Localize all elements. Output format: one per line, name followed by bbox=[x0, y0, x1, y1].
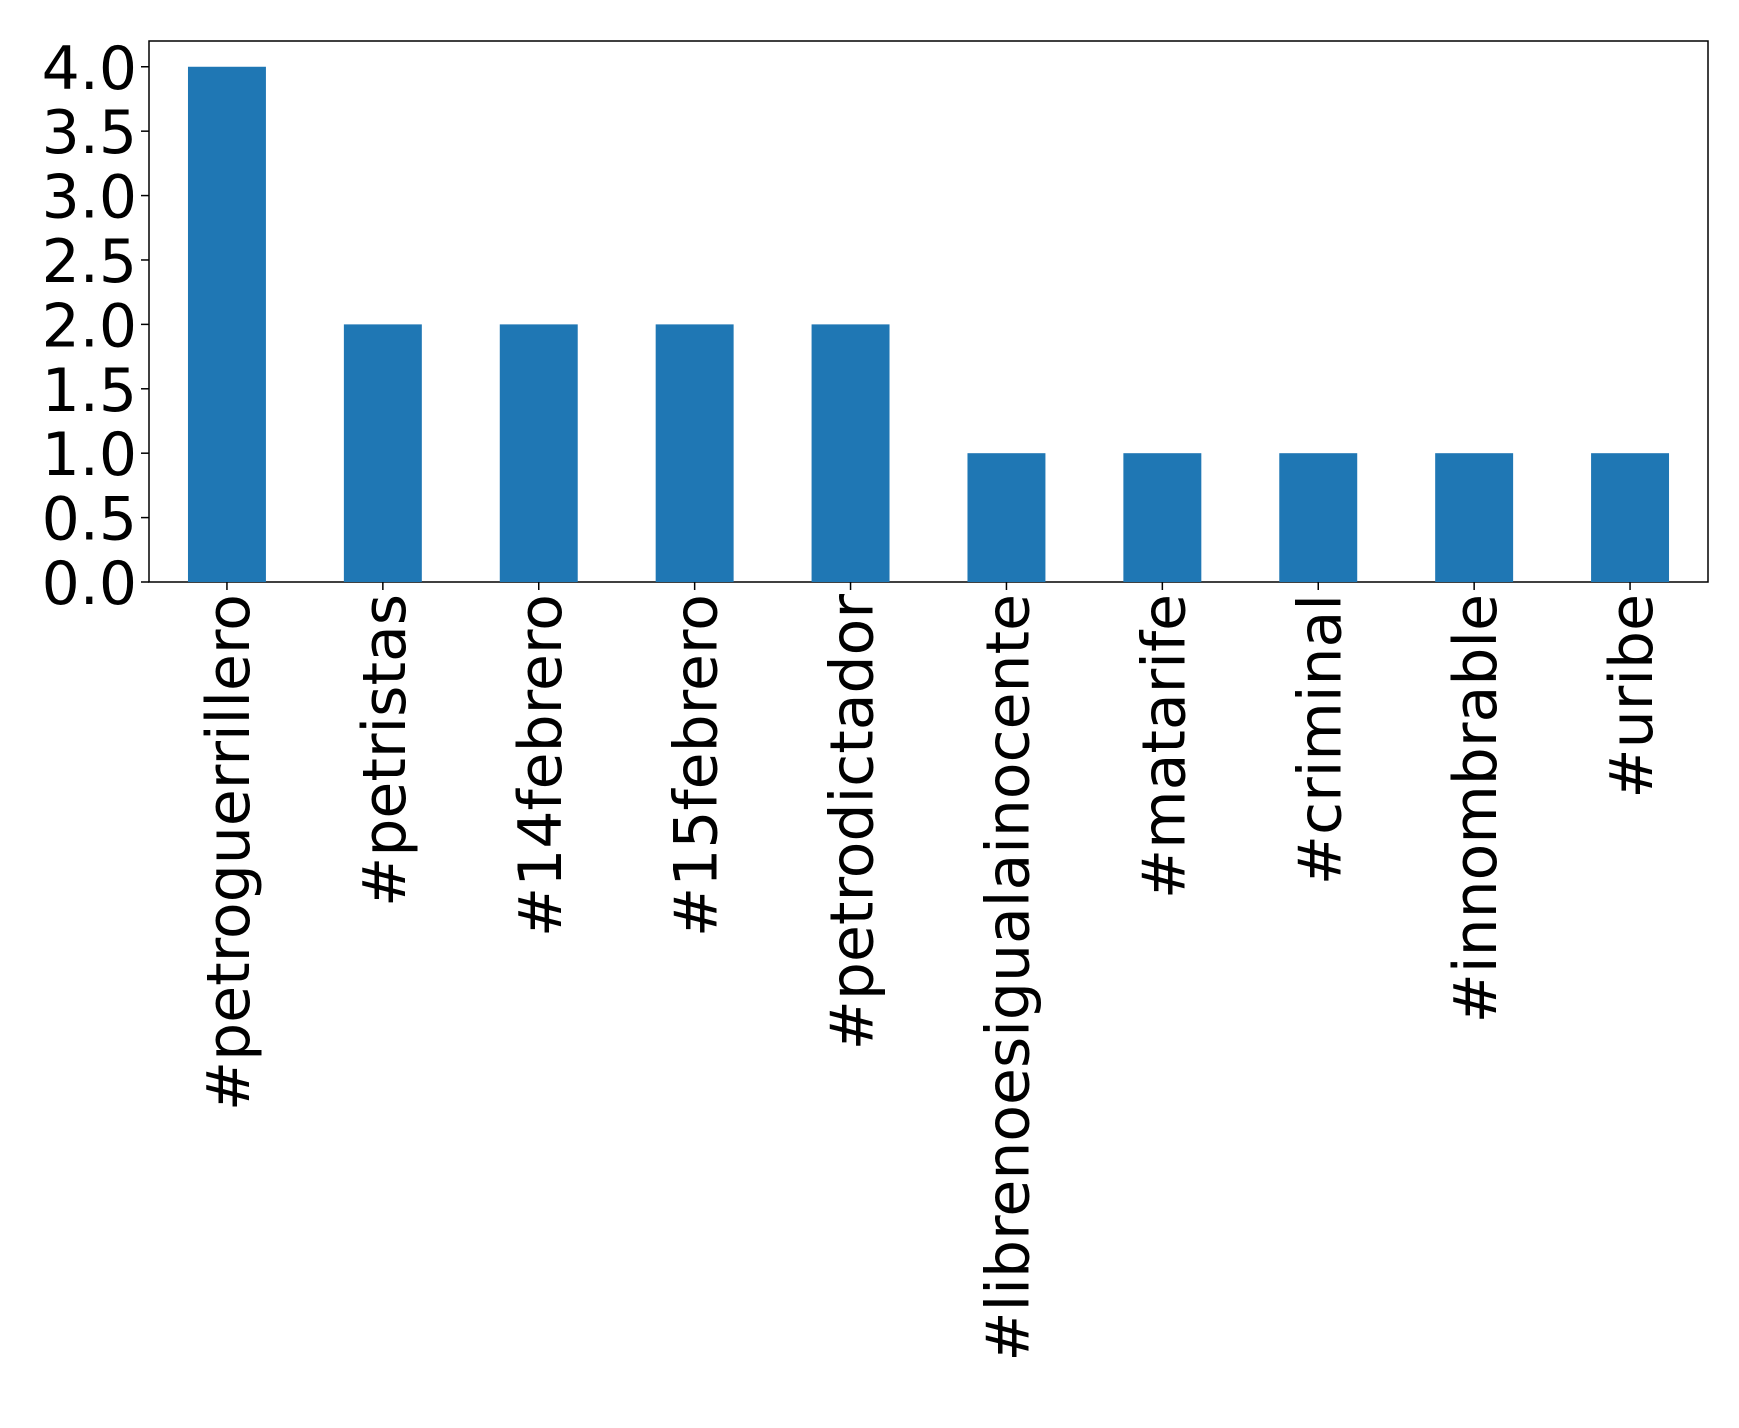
y-tick-label: 3.5 bbox=[42, 98, 137, 168]
y-tick-label: 2.5 bbox=[42, 227, 137, 297]
x-tick-label: #innombrable bbox=[1441, 594, 1511, 1023]
x-tick-label: #petroguerrillero bbox=[194, 594, 264, 1111]
bar bbox=[811, 324, 890, 582]
bar bbox=[1123, 453, 1202, 582]
y-tick-label: 1.5 bbox=[42, 356, 137, 426]
x-tick-label: #14febrero bbox=[506, 594, 576, 937]
bar bbox=[343, 324, 422, 582]
x-tick-label: #15febrero bbox=[662, 594, 732, 937]
bar bbox=[1435, 453, 1514, 582]
plot-frame bbox=[148, 40, 1709, 583]
bar bbox=[1279, 453, 1358, 582]
x-tick-label: #petristas bbox=[350, 594, 420, 907]
y-tick-label: 2.0 bbox=[42, 291, 137, 361]
x-tick-label: #matarife bbox=[1129, 594, 1199, 899]
y-tick-label: 1.0 bbox=[42, 420, 137, 490]
y-tick-label: 3.0 bbox=[42, 163, 137, 233]
bar bbox=[187, 66, 266, 582]
x-tick-label: #uribe bbox=[1597, 594, 1667, 799]
y-tick-label: 0.5 bbox=[42, 485, 137, 555]
bar bbox=[499, 324, 578, 582]
y-tick-label: 4.0 bbox=[42, 34, 137, 104]
y-tick-label: 0.0 bbox=[42, 549, 137, 619]
x-tick-label: #librenoesigualainocente bbox=[973, 594, 1043, 1362]
bar bbox=[1591, 453, 1670, 582]
x-tick-label: #criminal bbox=[1285, 594, 1355, 885]
bar bbox=[655, 324, 734, 582]
bar bbox=[967, 453, 1046, 582]
x-tick-label: #petrodictador bbox=[818, 594, 888, 1051]
